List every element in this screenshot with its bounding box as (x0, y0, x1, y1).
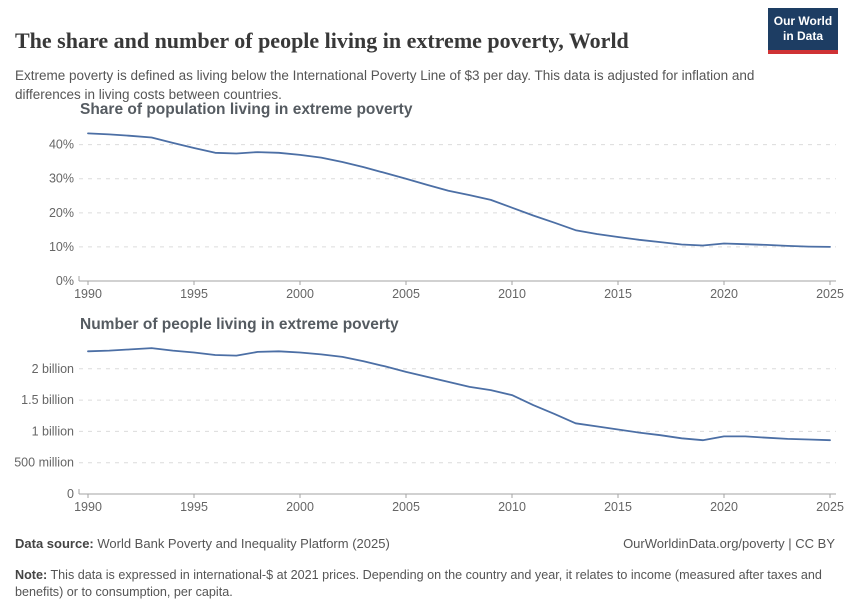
footnote-value: This data is expressed in international-… (15, 567, 822, 600)
x-tick-label: 1990 (74, 500, 102, 514)
owid-logo-line1: Our World (773, 14, 833, 28)
x-tick-label: 2010 (498, 500, 526, 514)
figure-subtitle: Extreme poverty is defined as living bel… (15, 67, 755, 102)
x-tick-label: 2025 (816, 500, 844, 514)
owid-logo-line2: in Data (782, 29, 823, 44)
data-line (87, 347, 831, 442)
share-chart[interactable]: 0% 10% 20% 30% 40% 1990 1995 2000 2005 2010 2015 20… (0, 96, 850, 306)
y-tick-label: 30% (49, 172, 74, 186)
x-tick-label: 2020 (710, 287, 738, 301)
count-chart-title: Number of people living in extreme pover… (80, 316, 399, 333)
x-tick-label: 2015 (604, 287, 632, 301)
x-tick-label: 2000 (286, 500, 314, 514)
x-tick-label: 2015 (604, 500, 632, 514)
y-tick-label: 1.5 billion (21, 393, 74, 407)
y-tick-label: 20% (49, 206, 74, 220)
x-tick-label: 2010 (498, 287, 526, 301)
credit-link[interactable]: OurWorldinData.org/poverty | CC BY (623, 536, 835, 551)
share-chart-title: Share of population living in extreme po… (80, 101, 413, 118)
x-tick-label: 2020 (710, 500, 738, 514)
x-tick-label: 2005 (392, 287, 420, 301)
y-tick-label: 0% (56, 274, 74, 288)
y-tick-label: 40% (49, 138, 74, 152)
x-tick-label: 2000 (286, 287, 314, 301)
y-tick-label: 10% (49, 240, 74, 254)
y-tick-label: 0 (67, 487, 74, 501)
y-tick-label: 2 billion (32, 362, 74, 376)
data-source-label: Data source: (15, 536, 94, 551)
x-tick-label: 1995 (180, 500, 208, 514)
data-line (87, 132, 831, 248)
x-tick-label: 2005 (392, 500, 420, 514)
footer: Data source: World Bank Poverty and Ineq… (15, 536, 835, 551)
count-chart[interactable]: 0 500 million 1 billion 1.5 billion 2 billio… (0, 310, 850, 535)
y-tick-label: 1 billion (32, 424, 74, 438)
data-source-value: World Bank Poverty and Inequality Platfo… (93, 536, 390, 551)
page-title: The share and number of people living in… (15, 27, 629, 53)
owid-logo[interactable]: Our World in Data (768, 8, 838, 54)
x-tick-label: 1990 (74, 287, 102, 301)
footnote: Note: This data is expressed in internat… (15, 567, 847, 600)
x-tick-label: 2025 (816, 287, 844, 301)
footnote-label: Note: (15, 567, 48, 582)
x-tick-label: 1995 (180, 287, 208, 301)
y-tick-label: 500 million (14, 456, 74, 470)
data-source: Data source: World Bank Poverty and Ineq… (15, 536, 390, 551)
